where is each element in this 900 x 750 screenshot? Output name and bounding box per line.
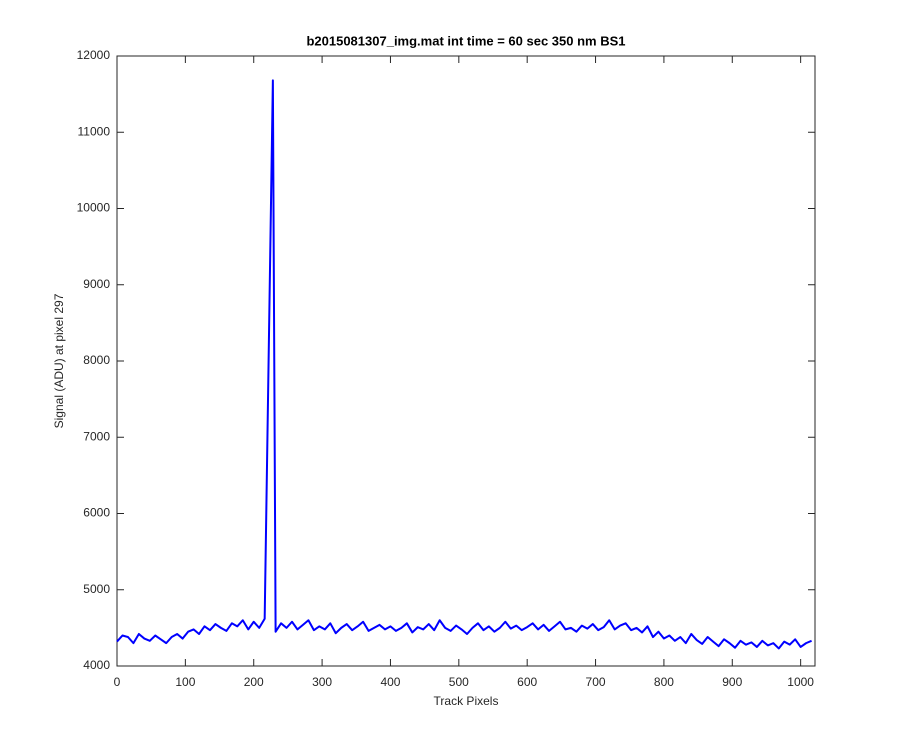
data-line xyxy=(116,79,812,650)
x-tick-label: 700 xyxy=(586,675,606,689)
x-tick-label: 300 xyxy=(312,675,332,689)
x-tick-label: 1000 xyxy=(787,675,814,689)
x-tick-label: 600 xyxy=(517,675,537,689)
y-tick-label: 10000 xyxy=(77,201,111,215)
x-tick-label: 900 xyxy=(722,675,742,689)
y-tick-label: 7000 xyxy=(83,429,110,443)
y-tick-label: 12000 xyxy=(77,48,111,62)
x-tick-label: 100 xyxy=(175,675,195,689)
y-tick-label: 11000 xyxy=(78,124,111,138)
x-tick-label: 200 xyxy=(244,675,264,689)
x-axis-label: Track Pixels xyxy=(434,694,499,708)
chart-title: b2015081307_img.mat int time = 60 sec 35… xyxy=(306,33,625,48)
y-tick-label: 6000 xyxy=(83,506,110,520)
x-tick-label: 400 xyxy=(380,675,400,689)
y-tick-label: 8000 xyxy=(83,353,110,367)
plot-area xyxy=(116,55,816,667)
x-tick-label: 500 xyxy=(449,675,469,689)
y-tick-label: 9000 xyxy=(83,277,110,291)
y-tick-label: 5000 xyxy=(83,582,110,596)
y-axis-label: Signal (ADU) at pixel 297 xyxy=(52,293,66,428)
x-tick-label: 800 xyxy=(654,675,674,689)
y-tick-label: 4000 xyxy=(83,658,110,672)
x-tick-label: 0 xyxy=(114,675,121,689)
